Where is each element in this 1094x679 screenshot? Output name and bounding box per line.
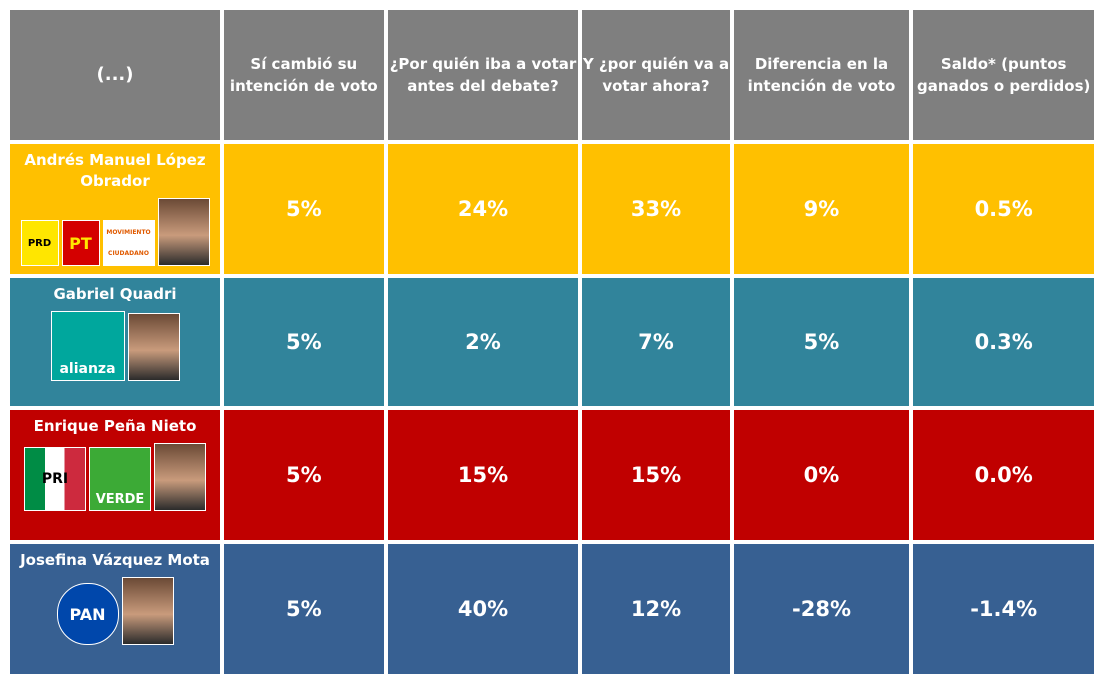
candidate-photo	[157, 198, 210, 266]
candidate-row: Andrés Manuel López Obrador PRD PT MOVIMIEN…	[10, 144, 1094, 274]
value-cell: 2%	[387, 278, 579, 406]
value-cell: 24%	[387, 144, 579, 274]
comparison-table: (...) Sí cambió su intención de voto ¿Por …	[6, 6, 1094, 678]
party-logo: PRI	[24, 447, 86, 511]
value-cell: 33%	[582, 144, 730, 274]
value-cell: 0%	[733, 410, 910, 540]
candidate-photo	[121, 577, 174, 645]
value-cell: 40%	[387, 544, 579, 674]
value-cell: 9%	[733, 144, 910, 274]
candidate-name: Andrés Manuel López Obrador	[24, 151, 206, 190]
header-row: (...) Sí cambió su intención de voto ¿Por …	[10, 10, 1094, 140]
value-cell: 0.3%	[913, 278, 1094, 406]
candidate-name: Gabriel Quadri	[53, 285, 177, 303]
value-cell: 5%	[224, 544, 384, 674]
value-cell: 12%	[582, 544, 730, 674]
candidate-photo	[127, 313, 180, 381]
party-logo: MOVIMIENTO CIUDADANO	[102, 220, 155, 266]
candidate-name: Josefina Vázquez Mota	[20, 551, 210, 569]
value-cell: 5%	[224, 278, 384, 406]
value-cell: 15%	[387, 410, 579, 540]
value-cell: 0.0%	[913, 410, 1094, 540]
party-logo: PT	[61, 220, 100, 266]
value-cell: 5%	[224, 410, 384, 540]
logo-strip: PRD PT MOVIMIENTO CIUDADANO	[10, 198, 220, 266]
party-logo: PAN	[56, 583, 119, 645]
value-cell: 5%	[224, 144, 384, 274]
value-cell: 15%	[582, 410, 730, 540]
value-cell: 0.5%	[913, 144, 1094, 274]
candidate-cell: Josefina Vázquez Mota PAN	[10, 544, 220, 674]
value-cell: 5%	[733, 278, 910, 406]
candidate-row: Josefina Vázquez Mota PAN 5% 40% 12% -28% -1.4…	[10, 544, 1094, 674]
header-cell: Saldo* (puntos ganados o perdidos)	[913, 10, 1094, 140]
party-logo: VERDE	[89, 447, 151, 511]
candidate-cell: Enrique Peña Nieto PRI VERDE	[10, 410, 220, 540]
party-logo: PRD	[20, 220, 59, 266]
header-cell: Y ¿por quién va a votar ahora?	[582, 10, 730, 140]
value-cell: 7%	[582, 278, 730, 406]
value-cell: -28%	[733, 544, 910, 674]
header-cell: ¿Por quién iba a votar antes del debate?	[387, 10, 579, 140]
header-cell: (...)	[10, 10, 220, 140]
logo-strip: PRI VERDE	[10, 443, 220, 511]
value-cell: -1.4%	[913, 544, 1094, 674]
candidate-cell: Andrés Manuel López Obrador PRD PT MOVIMIEN…	[10, 144, 220, 274]
candidate-cell: Gabriel Quadri alianza	[10, 278, 220, 406]
candidate-row: Gabriel Quadri alianza 5% 2% 7% 5% 0.3%	[10, 278, 1094, 406]
candidate-photo	[154, 443, 206, 511]
header-cell: Sí cambió su intención de voto	[224, 10, 384, 140]
party-logo: alianza	[50, 311, 125, 381]
logo-strip: PAN	[10, 577, 220, 645]
header-cell: Diferencia en la intención de voto	[733, 10, 910, 140]
candidate-row: Enrique Peña Nieto PRI VERDE 5% 15% 15% 0% 0.0%	[10, 410, 1094, 540]
candidate-name: Enrique Peña Nieto	[33, 417, 197, 435]
table-body: Andrés Manuel López Obrador PRD PT MOVIMIEN…	[10, 144, 1094, 674]
logo-strip: alianza	[10, 311, 220, 381]
